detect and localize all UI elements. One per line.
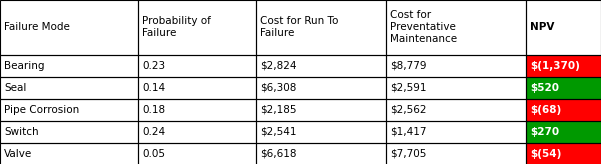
- Bar: [386, 77, 526, 99]
- Bar: [256, 0, 386, 55]
- Text: Cost for
Preventative
Maintenance: Cost for Preventative Maintenance: [390, 10, 457, 44]
- Text: Pipe Corrosion: Pipe Corrosion: [4, 105, 79, 115]
- Text: $1,417: $1,417: [390, 127, 427, 137]
- Bar: [0, 143, 138, 164]
- Bar: [0, 99, 138, 121]
- Bar: [526, 143, 601, 164]
- Bar: [0, 77, 138, 99]
- Text: $7,705: $7,705: [390, 149, 426, 159]
- Text: $2,541: $2,541: [260, 127, 296, 137]
- Bar: [386, 99, 526, 121]
- Text: Switch: Switch: [4, 127, 38, 137]
- Bar: [256, 143, 386, 164]
- Bar: [138, 99, 256, 121]
- Text: Valve: Valve: [4, 149, 32, 159]
- Text: 0.05: 0.05: [142, 149, 165, 159]
- Bar: [256, 121, 386, 143]
- Bar: [386, 55, 526, 77]
- Bar: [386, 77, 526, 99]
- Bar: [138, 99, 256, 121]
- Bar: [0, 0, 138, 55]
- Bar: [386, 121, 526, 143]
- Bar: [526, 55, 601, 77]
- Bar: [386, 0, 526, 55]
- Bar: [386, 143, 526, 164]
- Bar: [256, 55, 386, 77]
- Text: $(68): $(68): [530, 105, 561, 115]
- Text: 0.23: 0.23: [142, 61, 165, 71]
- Bar: [0, 77, 138, 99]
- Bar: [138, 143, 256, 164]
- Text: $270: $270: [530, 127, 559, 137]
- Text: Seal: Seal: [4, 83, 26, 93]
- Text: NPV: NPV: [530, 22, 554, 32]
- Bar: [256, 99, 386, 121]
- Bar: [256, 121, 386, 143]
- Bar: [526, 99, 601, 121]
- Bar: [386, 121, 526, 143]
- Text: Probability of
Failure: Probability of Failure: [142, 17, 211, 39]
- Bar: [526, 121, 601, 143]
- Text: Cost for Run To
Failure: Cost for Run To Failure: [260, 17, 338, 39]
- Bar: [386, 0, 526, 55]
- Text: $(1,370): $(1,370): [530, 61, 580, 71]
- Bar: [256, 55, 386, 77]
- Bar: [138, 121, 256, 143]
- Bar: [526, 77, 601, 99]
- Bar: [256, 0, 386, 55]
- Text: $8,779: $8,779: [390, 61, 427, 71]
- Text: $2,591: $2,591: [390, 83, 427, 93]
- Bar: [138, 77, 256, 99]
- Bar: [0, 143, 138, 164]
- Bar: [138, 0, 256, 55]
- Bar: [526, 0, 601, 55]
- Text: Failure Mode: Failure Mode: [4, 22, 70, 32]
- Bar: [0, 55, 138, 77]
- Bar: [526, 0, 601, 55]
- Bar: [526, 99, 601, 121]
- Bar: [0, 0, 138, 55]
- Text: 0.24: 0.24: [142, 127, 165, 137]
- Bar: [0, 99, 138, 121]
- Bar: [138, 143, 256, 164]
- Text: $6,618: $6,618: [260, 149, 296, 159]
- Text: $2,562: $2,562: [390, 105, 427, 115]
- Bar: [0, 55, 138, 77]
- Bar: [386, 99, 526, 121]
- Bar: [256, 99, 386, 121]
- Bar: [526, 143, 601, 164]
- Bar: [138, 55, 256, 77]
- Bar: [138, 77, 256, 99]
- Text: 0.18: 0.18: [142, 105, 165, 115]
- Bar: [256, 77, 386, 99]
- Text: $2,185: $2,185: [260, 105, 296, 115]
- Bar: [138, 55, 256, 77]
- Text: 0.14: 0.14: [142, 83, 165, 93]
- Bar: [526, 77, 601, 99]
- Bar: [256, 77, 386, 99]
- Text: $(54): $(54): [530, 149, 561, 159]
- Bar: [138, 121, 256, 143]
- Text: $520: $520: [530, 83, 559, 93]
- Bar: [0, 121, 138, 143]
- Bar: [256, 143, 386, 164]
- Bar: [526, 121, 601, 143]
- Bar: [386, 143, 526, 164]
- Text: $2,824: $2,824: [260, 61, 296, 71]
- Text: $6,308: $6,308: [260, 83, 296, 93]
- Bar: [386, 55, 526, 77]
- Bar: [138, 0, 256, 55]
- Bar: [526, 55, 601, 77]
- Bar: [0, 121, 138, 143]
- Text: Bearing: Bearing: [4, 61, 44, 71]
